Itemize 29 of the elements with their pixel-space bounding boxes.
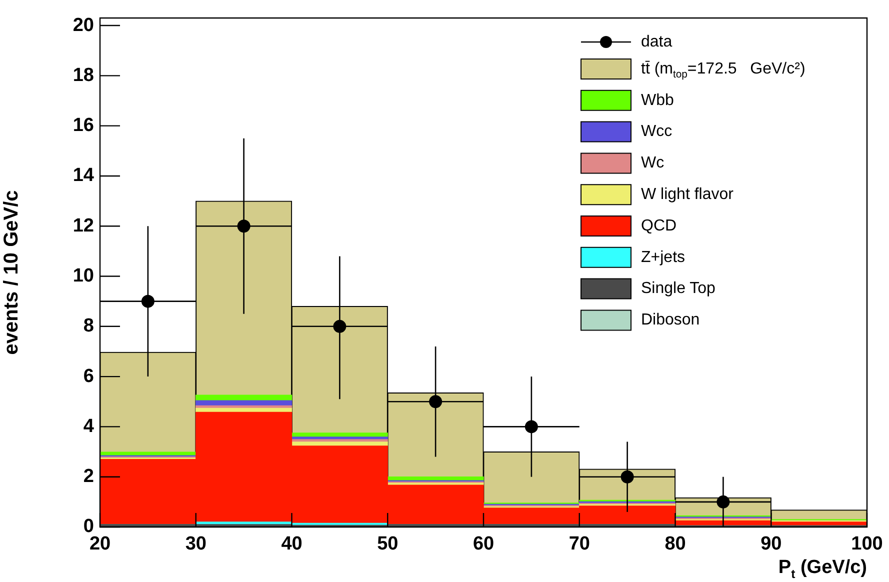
- legend-label: Wbb: [641, 92, 674, 109]
- legend-label: Single Top: [641, 280, 716, 298]
- y-tick-label: 4: [83, 416, 94, 437]
- legend-label: Wcc: [641, 123, 672, 140]
- y-tick-label: 14: [72, 165, 94, 186]
- legend-label: Wc: [641, 154, 664, 172]
- x-tick-label: 30: [185, 534, 206, 555]
- legend-label: QCD: [641, 217, 677, 234]
- legend-label: Z+jets: [641, 248, 686, 266]
- x-tick-label: 50: [377, 534, 398, 555]
- y-tick-label: 0: [83, 516, 94, 538]
- y-axis-title: events / 10 GeV/c: [0, 190, 23, 355]
- y-tick-label: 6: [83, 366, 94, 387]
- y-tick-label: 2: [83, 466, 94, 488]
- y-tick-label: 18: [72, 64, 94, 86]
- y-tick-label: 10: [72, 265, 94, 286]
- y-tick-label: 8: [83, 316, 94, 337]
- legend-label: W light flavor: [641, 186, 734, 204]
- x-tick-label: 80: [664, 534, 686, 555]
- y-tick-label: 12: [72, 215, 94, 236]
- y-tick-label: 20: [72, 14, 94, 36]
- x-tick-label: 60: [472, 534, 494, 555]
- legend-label: Diboson: [641, 312, 700, 329]
- x-tick-label: 70: [568, 534, 590, 555]
- legend-label: data: [641, 33, 672, 50]
- x-tick-label: 40: [281, 534, 302, 555]
- y-tick-label: 16: [72, 115, 94, 136]
- x-tick-label: 100: [851, 534, 883, 555]
- x-tick-label: 90: [760, 534, 782, 555]
